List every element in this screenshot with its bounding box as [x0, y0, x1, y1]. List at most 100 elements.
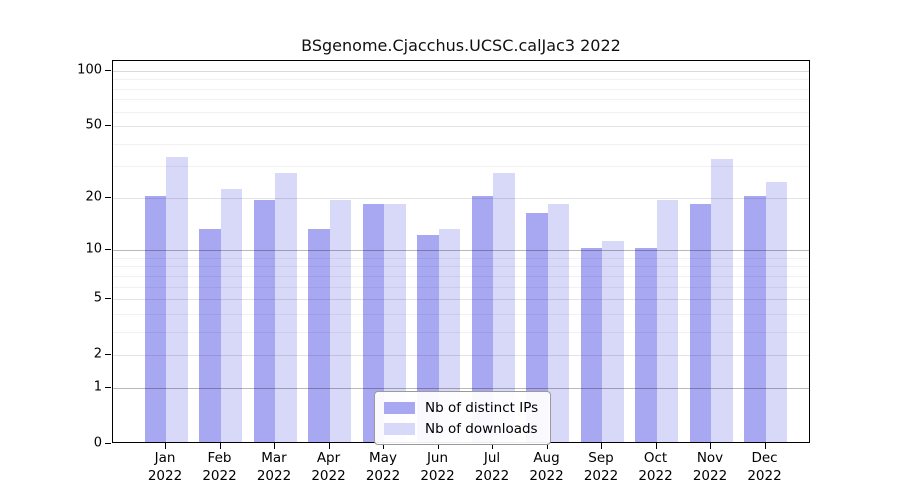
- month-label: Jul: [483, 450, 501, 466]
- year-label: 2022: [365, 468, 401, 484]
- bar-distinct_ips-oct: [635, 248, 657, 442]
- x-axis-tick: [165, 443, 166, 449]
- x-axis-tick: [601, 443, 602, 449]
- x-axis-tick-label: Oct 2022: [626, 449, 686, 485]
- x-axis-tick: [219, 443, 221, 449]
- x-axis-tick-label: Jul 2022: [462, 449, 522, 485]
- legend-label: Nb of downloads: [425, 420, 538, 437]
- x-axis-tick-label: Sep 2022: [571, 449, 631, 485]
- bar-downloads-dec: [765, 181, 787, 442]
- y-axis-tick-label: 5: [93, 290, 102, 306]
- x-axis-tick-label: Jan 2022: [135, 449, 195, 485]
- bar-distinct_ips-may: [362, 204, 384, 442]
- x-axis-tick: [492, 443, 493, 449]
- bar-downloads-jan: [166, 157, 188, 442]
- x-axis-tick-label: Nov 2022: [680, 449, 740, 485]
- bar-distinct_ips-sep: [580, 248, 602, 442]
- gridline-70: [113, 99, 809, 101]
- x-axis-tick: [383, 443, 384, 449]
- bar-downloads-jun: [438, 228, 460, 442]
- x-axis-tick-label: Apr 2022: [299, 449, 359, 485]
- bar-downloads-mar: [275, 172, 297, 442]
- bar-distinct_ips-jul: [471, 195, 493, 442]
- y-axis-tick: [105, 70, 111, 71]
- month-label: Feb: [207, 450, 232, 466]
- plot-area: [112, 60, 810, 443]
- legend-item-downloads: Nb of downloads: [384, 418, 538, 439]
- month-label: Mar: [261, 450, 287, 466]
- year-label: 2022: [147, 468, 183, 484]
- gridline-60: [113, 111, 809, 113]
- legend-item-distinct-ips: Nb of distinct IPs: [384, 397, 538, 418]
- bar-downloads-feb: [220, 188, 242, 442]
- y-axis-tick-label: 0: [93, 435, 102, 451]
- y-axis-tick: [105, 249, 111, 251]
- year-label: 2022: [420, 468, 455, 484]
- bar-distinct_ips-aug: [526, 213, 548, 442]
- month-label: May: [369, 450, 397, 466]
- bar-distinct_ips-jun: [417, 234, 439, 442]
- gridline-40: [113, 143, 809, 145]
- bar-distinct_ips-feb: [199, 228, 221, 442]
- x-axis-tick-label: Mar 2022: [244, 449, 304, 485]
- y-axis-tick-label: 2: [93, 346, 102, 362]
- bar-downloads-sep: [602, 241, 624, 442]
- gridline-2: [113, 355, 809, 357]
- year-label: 2022: [583, 468, 619, 484]
- x-axis-tick: [655, 443, 657, 449]
- y-axis-tick: [105, 298, 111, 300]
- x-axis-tick: [764, 443, 766, 449]
- month-label: Apr: [316, 450, 341, 466]
- gridline-3: [113, 331, 809, 333]
- y-axis-tick: [105, 125, 111, 127]
- x-axis-tick-label: Feb 2022: [190, 449, 250, 485]
- gridline-7: [113, 275, 809, 277]
- x-axis-tick: [328, 443, 330, 449]
- month-label: Aug: [533, 450, 560, 466]
- gridline-5: [113, 299, 809, 301]
- year-label: 2022: [747, 468, 782, 484]
- month-label: Jan: [154, 450, 176, 466]
- chart-title: BSgenome.Cjacchus.UCSC.calJac3 2022: [301, 36, 621, 55]
- gridline-9: [113, 257, 809, 259]
- year-label: 2022: [202, 468, 237, 484]
- x-axis-tick-label: Jun 2022: [408, 449, 468, 485]
- x-axis-tick-label: May 2022: [353, 449, 413, 485]
- bar-downloads-may: [384, 204, 406, 442]
- year-label: 2022: [638, 468, 673, 484]
- gridline-1: [113, 387, 809, 389]
- bar-distinct_ips-nov: [689, 204, 711, 442]
- x-axis-tick-label: Dec 2022: [735, 449, 795, 485]
- bar-distinct_ips-apr: [308, 228, 330, 442]
- bar-downloads-apr: [329, 199, 351, 442]
- bar-distinct_ips-jan: [144, 195, 166, 442]
- y-axis-tick: [105, 354, 111, 356]
- legend-swatch-downloads: [384, 422, 415, 435]
- month-label: Jun: [426, 450, 449, 466]
- bar-downloads-aug: [547, 204, 569, 442]
- x-axis-tick-label: Aug 2022: [517, 449, 577, 485]
- year-label: 2022: [474, 468, 510, 484]
- month-label: Sep: [588, 450, 614, 466]
- y-axis-tick-label: 1: [93, 379, 102, 395]
- y-axis-tick-label: 100: [77, 62, 102, 78]
- month-label: Nov: [696, 450, 724, 466]
- bar-downloads-nov: [711, 159, 733, 442]
- gridline-100: [113, 71, 809, 72]
- gridline-50: [113, 126, 809, 128]
- year-label: 2022: [529, 468, 564, 484]
- x-axis-tick: [710, 443, 711, 449]
- y-axis-tick: [105, 443, 111, 444]
- gridline-10: [113, 250, 809, 252]
- gridline-20: [113, 197, 809, 199]
- gridline-6: [113, 286, 809, 288]
- gridline-80: [113, 88, 809, 90]
- month-label: Oct: [643, 450, 668, 466]
- gridline-8: [113, 266, 809, 268]
- gridline-30: [113, 166, 809, 168]
- gridline-90: [113, 79, 809, 81]
- legend-swatch-distinct-ips: [384, 401, 415, 414]
- year-label: 2022: [256, 468, 292, 484]
- month-label: Dec: [751, 450, 778, 466]
- y-axis-tick: [105, 196, 111, 198]
